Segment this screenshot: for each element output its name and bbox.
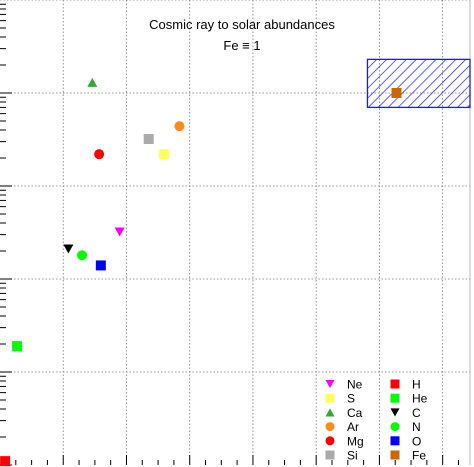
legend-marker-ar — [325, 422, 335, 432]
legend-label-he: He — [412, 392, 428, 406]
legend-marker-he — [390, 393, 400, 403]
hatched-region — [366, 58, 471, 109]
data-point-o — [95, 260, 106, 271]
data-point-he — [12, 341, 23, 352]
legend-marker-si — [325, 450, 335, 460]
data-point-c — [63, 244, 74, 254]
legend-label-ar: Ar — [347, 420, 359, 434]
data-point-ca — [87, 77, 98, 87]
data-points — [0, 77, 402, 467]
legend-marker-o — [390, 436, 400, 446]
data-point-mg — [94, 149, 105, 160]
legend-label-c: C — [412, 406, 421, 420]
data-point-ar — [174, 121, 185, 132]
legend-label-o: O — [412, 434, 421, 448]
legend-marker-n — [390, 422, 400, 432]
data-point-fe — [391, 88, 402, 98]
chart-subtitle: Fe ≡ 1 — [223, 38, 260, 53]
data-point-s — [159, 149, 170, 160]
legend-marker-mg — [325, 436, 335, 446]
legend-marker-fe — [390, 450, 400, 460]
legend-label-fe: Fe — [412, 449, 426, 463]
legend-marker-h — [390, 379, 400, 389]
legend-marker-ca — [325, 408, 335, 417]
data-point-ne — [114, 227, 125, 237]
legend-label-ne: Ne — [347, 378, 363, 392]
highlight-region — [366, 58, 471, 109]
legend-label-si: Si — [347, 449, 358, 463]
legend-marker-ne — [325, 379, 335, 389]
data-point-n — [77, 250, 88, 261]
data-point-h — [0, 456, 11, 467]
legend-label-n: N — [412, 420, 421, 434]
legend-label-s: S — [347, 392, 355, 406]
legend-label-mg: Mg — [347, 434, 364, 448]
legend-label-h: H — [412, 378, 421, 392]
legend-label-ca: Ca — [347, 406, 363, 420]
legend-marker-s — [325, 393, 335, 403]
data-point-si — [143, 134, 154, 145]
chart-title: Cosmic ray to solar abundances — [149, 17, 335, 32]
legend-marker-c — [390, 408, 400, 417]
